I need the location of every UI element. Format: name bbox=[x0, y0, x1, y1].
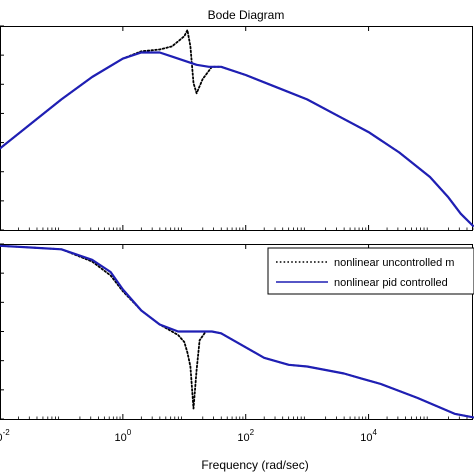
legend-label-pid: nonlinear pid controlled bbox=[334, 277, 448, 289]
chart-title: Bode Diagram bbox=[208, 8, 285, 22]
magnitude-series-uncontrolled bbox=[0, 29, 474, 227]
magnitude-series bbox=[0, 29, 474, 227]
phase-series bbox=[0, 244, 474, 419]
magnitude-y-ticks bbox=[0, 25, 4, 231]
legend-label-uncontrolled: nonlinear uncontrolled m bbox=[334, 257, 454, 269]
magnitude-axes-frame bbox=[0, 26, 473, 231]
legend: nonlinear uncontrolled m nonlinear pid c… bbox=[267, 247, 474, 295]
x-tick-label-0: 10-2 bbox=[0, 428, 10, 444]
magnitude-panel bbox=[0, 25, 474, 231]
x-tick-label-2: 102 bbox=[237, 428, 254, 444]
x-axis-label: Frequency (rad/sec) bbox=[201, 458, 308, 472]
magnitude-x-ticks bbox=[0, 26, 474, 230]
x-tick-label-1: 100 bbox=[115, 428, 132, 444]
magnitude-series-pid bbox=[0, 51, 474, 227]
legend-box bbox=[267, 247, 474, 295]
phase-series-pid bbox=[0, 244, 474, 419]
x-tick-label-3: 104 bbox=[360, 428, 377, 444]
phase-x-ticks bbox=[0, 244, 474, 419]
x-tick-labels: 10-2 100 102 104 bbox=[0, 428, 377, 444]
phase-panel: 10-2 100 102 104 bbox=[0, 243, 474, 444]
phase-y-ticks bbox=[0, 243, 4, 420]
